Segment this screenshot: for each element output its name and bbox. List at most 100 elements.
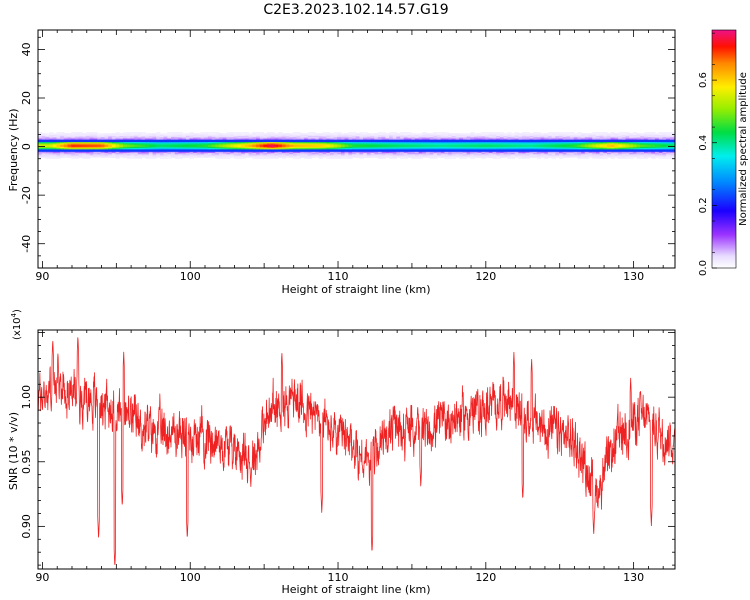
spectrogram-x-tick-label: 90: [35, 270, 49, 283]
spectrogram-cell: [111, 146, 117, 149]
spectrogram-cell: [477, 151, 482, 154]
spectrogram-cell: [599, 134, 604, 137]
spectrogram-cell: [669, 139, 675, 141]
spectrogram-cell: [466, 151, 471, 154]
spectrogram-cell: [156, 146, 161, 149]
spectrogram-cell: [370, 149, 375, 151]
spectrogram-cell: [411, 146, 416, 149]
spectrogram-cell: [614, 145, 619, 147]
spectrogram-cell: [82, 156, 87, 158]
spectrogram-cell: [285, 140, 290, 143]
spectrogram-cell: [259, 155, 264, 157]
spectrogram-cell: [403, 139, 409, 141]
spectrogram-cell: [666, 145, 671, 147]
spectrogram-cell: [207, 145, 213, 147]
spectrogram-cell: [355, 135, 361, 138]
spectrogram-cell: [108, 139, 113, 141]
spectrogram-cell: [455, 150, 460, 152]
spectrogram-cell: [647, 138, 652, 140]
spectrogram-cell: [481, 136, 486, 139]
spectrogram-cell: [270, 132, 276, 134]
spectrogram-cell: [241, 152, 246, 155]
spectrogram-cell: [429, 133, 434, 135]
spectrogram-cell: [219, 153, 224, 156]
spectrogram-cell: [278, 132, 283, 134]
spectrogram-cell: [230, 149, 235, 151]
spectrogram-cell: [429, 138, 434, 140]
spectrogram-cell: [340, 153, 346, 156]
spectrogram-cell: [52, 149, 58, 151]
spectrogram-cell: [182, 142, 187, 145]
spectrogram-cell: [115, 141, 120, 144]
spectrogram-cell: [599, 147, 604, 150]
spectrogram-cell: [621, 153, 627, 156]
spectrogram-cell: [577, 132, 582, 134]
spectrogram-cell: [311, 144, 316, 146]
spectrogram-cell: [599, 132, 604, 134]
spectrogram-cell: [141, 141, 146, 144]
spectrogram-cell: [392, 135, 398, 138]
spectrogram-cell: [655, 142, 660, 145]
spectrogram-cell: [573, 141, 579, 144]
spectrogram-cell: [193, 138, 198, 140]
spectrogram-cell: [385, 142, 390, 145]
spectrogram-cell: [466, 153, 471, 156]
spectrogram-cell: [433, 134, 438, 137]
spectrogram-cell: [111, 144, 117, 146]
spectrogram-cell: [219, 149, 224, 151]
spectrogram-cell: [45, 134, 50, 137]
spectrogram-cell: [67, 134, 72, 137]
spectrogram-cell: [344, 141, 349, 144]
spectrogram-cell: [507, 155, 512, 157]
spectrogram-cell: [492, 134, 497, 137]
spectrogram-cell: [425, 141, 431, 144]
spectrogram-cell: [233, 156, 239, 158]
spectrogram-cell: [448, 157, 453, 160]
spectrogram-cell: [134, 132, 139, 134]
spectrogram-cell: [570, 133, 575, 135]
spectrogram-cell: [440, 141, 446, 144]
spectrogram-cell: [45, 149, 50, 151]
spectrogram-cell: [658, 151, 664, 154]
spectrogram-cell: [477, 155, 482, 157]
spectrogram-cell: [326, 152, 331, 155]
spectrogram-cell: [584, 146, 590, 149]
spectrogram-cell: [595, 156, 601, 158]
spectrogram-cell: [485, 133, 490, 135]
spectrogram-cell: [233, 144, 239, 146]
spectrogram-cell: [137, 142, 143, 145]
spectrogram-cell: [592, 152, 597, 155]
spectrogram-cell: [307, 138, 313, 140]
spectrogram-cell: [411, 140, 416, 143]
spectrogram-cell: [440, 138, 446, 140]
spectrogram-cell: [514, 147, 519, 150]
spectrogram-cell: [237, 135, 242, 138]
spectrogram-cell: [377, 149, 383, 151]
spectrogram-cell: [466, 141, 471, 144]
spectrogram-cell: [152, 145, 157, 147]
spectrogram-cell: [414, 153, 420, 156]
spectrogram-cell: [311, 149, 316, 151]
spectrogram-cell: [38, 132, 43, 134]
spectrogram-cell: [651, 157, 656, 160]
spectrogram-cell: [514, 134, 519, 137]
spectrogram-cell: [462, 144, 468, 146]
spectrogram-cell: [315, 152, 320, 155]
spectrogram-cell: [592, 150, 597, 152]
spectrogram-cell: [237, 145, 242, 147]
spectrogram-cell: [178, 140, 183, 143]
spectrogram-cell: [333, 134, 338, 137]
spectrogram-cell: [267, 147, 272, 150]
spectrogram-cell: [174, 156, 180, 158]
spectrogram-cell: [547, 134, 553, 137]
spectrogram-cell: [63, 151, 69, 154]
spectrogram-cell: [111, 152, 117, 155]
spectrogram-cell: [507, 145, 512, 147]
spectrogram-cell: [104, 141, 109, 144]
spectrogram-cell: [643, 139, 649, 141]
spectrogram-cell: [429, 150, 434, 152]
spectrogram-cell: [389, 152, 394, 155]
spectrogram-cell: [473, 144, 479, 146]
spectrogram-cell: [163, 141, 168, 144]
spectrogram-cell: [607, 134, 612, 137]
